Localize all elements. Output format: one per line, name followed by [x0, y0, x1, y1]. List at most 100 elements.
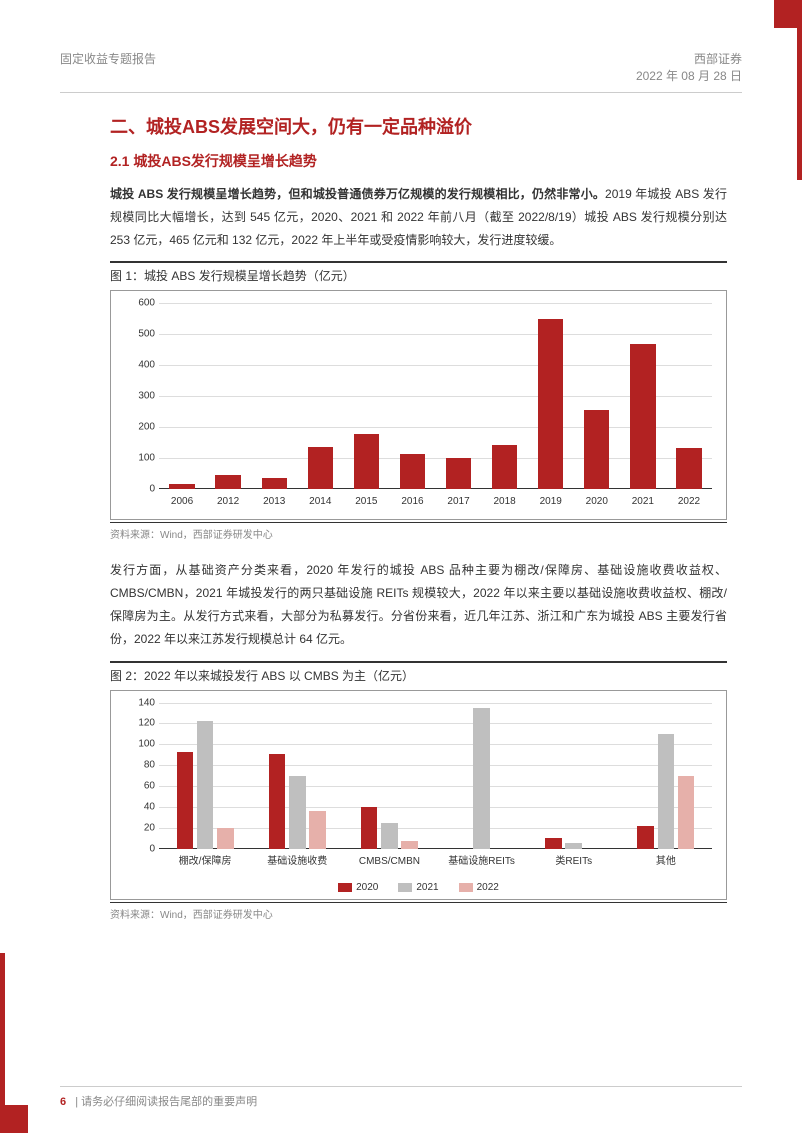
fig1-xtick: 2021	[632, 496, 654, 507]
fig1-ytick: 500	[125, 329, 155, 340]
fig1-bar	[169, 484, 194, 490]
fig2-bar	[401, 841, 418, 848]
fig2-plot: 020406080100120140棚改/保障房基础设施收费CMBS/CMBN基…	[159, 703, 712, 849]
fig2-xtick: 其他	[656, 852, 676, 867]
fig1-xtick: 2014	[309, 496, 331, 507]
fig2-bar	[361, 807, 378, 849]
fig1-plot: 0100200300400500600200620122013201420152…	[159, 303, 712, 489]
border-left	[0, 953, 5, 1133]
paragraph-1: 城投 ABS 发行规模呈增长趋势，但和城投普通债券万亿规模的发行规模相比，仍然非…	[110, 183, 727, 251]
fig1-gridline	[159, 458, 712, 459]
fig1-source: 资料来源：Wind，西部证券研发中心	[110, 522, 727, 541]
legend-label: 2020	[356, 882, 378, 893]
legend-swatch	[398, 883, 412, 892]
fig2-ytick: 80	[125, 760, 155, 771]
border-right	[797, 0, 802, 180]
fig1-bar	[630, 344, 655, 490]
fig1-xtick: 2018	[494, 496, 516, 507]
fig1-xtick: 2016	[401, 496, 423, 507]
fig1-bar	[676, 448, 701, 490]
fig1-gridline	[159, 365, 712, 366]
fig2-ytick: 20	[125, 822, 155, 833]
fig1-ytick: 0	[125, 484, 155, 495]
fig2-bar	[565, 843, 582, 848]
fig2-gridline	[159, 703, 712, 704]
fig2-gridline	[159, 744, 712, 745]
heading-3: 2.1 城投ABS发行规模呈增长趋势	[110, 151, 727, 171]
legend-swatch	[338, 883, 352, 892]
fig2-bar	[177, 752, 194, 849]
fig1-title: 图 1：城投 ABS 发行规模呈增长趋势（亿元）	[110, 261, 727, 284]
fig1-xtick: 2015	[355, 496, 377, 507]
fig2-xtick: 类REITs	[555, 852, 592, 867]
header-date: 2022 年 08 月 28 日	[636, 67, 742, 84]
legend-label: 2021	[416, 882, 438, 893]
fig1-chart: 0 100 200 300 400 500 600 2006 2012 2013 2014 2015 2…	[110, 290, 727, 520]
fig2-gridline	[159, 828, 712, 829]
fig2-legend: 2020 2021 2022	[111, 882, 726, 893]
fig1-xtick: 2017	[447, 496, 469, 507]
fig1-bar	[308, 447, 333, 490]
fig2-baseline	[159, 848, 712, 849]
fig1-ytick: 600	[125, 298, 155, 309]
legend-label: 2022	[477, 882, 499, 893]
fig2-xtick: 基础设施REITs	[448, 852, 515, 867]
fig2-ytick: 120	[125, 718, 155, 729]
page-number: 6	[60, 1096, 66, 1108]
fig1-xtick: 2020	[586, 496, 608, 507]
fig2-bar	[678, 776, 695, 849]
fig1-bar	[538, 319, 563, 490]
fig1-ytick: 300	[125, 391, 155, 402]
fig1-ytick: 200	[125, 422, 155, 433]
fig2-bar	[473, 708, 490, 849]
fig2-bar	[545, 838, 562, 848]
fig2-bar	[289, 776, 306, 849]
fig2-title: 图 2：2022 年以来城投发行 ABS 以 CMBS 为主（亿元）	[110, 661, 727, 684]
p1-bold: 城投 ABS 发行规模呈增长趋势，但和城投普通债券万亿规模的发行规模相比，仍然非…	[110, 187, 605, 201]
fig1-bar	[400, 454, 425, 490]
fig2-bar	[381, 823, 398, 849]
legend-swatch	[459, 883, 473, 892]
fig2-bar	[197, 721, 214, 848]
fig2-legend-item: 2021	[398, 882, 438, 893]
fig1-bar	[446, 458, 471, 490]
fig1-xtick: 2022	[678, 496, 700, 507]
fig1-gridline	[159, 396, 712, 397]
fig1-bar	[354, 434, 379, 489]
fig2-bar	[269, 754, 286, 849]
fig1-bar	[584, 410, 609, 489]
fig1-bar	[492, 445, 517, 489]
header-company: 西部证券	[636, 50, 742, 67]
fig1-bar	[262, 478, 287, 490]
fig1-xtick: 2019	[540, 496, 562, 507]
fig1-ytick: 100	[125, 453, 155, 464]
fig1-xtick: 2013	[263, 496, 285, 507]
fig2-bar	[217, 828, 234, 849]
fig2-ytick: 0	[125, 843, 155, 854]
fig1-bar	[215, 475, 240, 490]
fig2-ytick: 140	[125, 697, 155, 708]
header-left: 固定收益专题报告	[60, 50, 156, 67]
fig2-bar	[309, 811, 326, 849]
footer-sep: |	[75, 1096, 78, 1108]
fig2-bar	[637, 826, 654, 849]
fig2-source: 资料来源：Wind，西部证券研发中心	[110, 902, 727, 921]
paragraph-2: 发行方面，从基础资产分类来看，2020 年发行的城投 ABS 品种主要为棚改/保…	[110, 559, 727, 650]
fig2-legend-item: 2022	[459, 882, 499, 893]
fig2-gridline	[159, 723, 712, 724]
fig1-baseline	[159, 488, 712, 489]
fig2-xtick: 棚改/保障房	[179, 852, 232, 867]
footer-disclaimer: 请务必仔细阅读报告尾部的重要声明	[81, 1096, 257, 1108]
fig1-gridline	[159, 334, 712, 335]
fig1-xtick: 2006	[171, 496, 193, 507]
fig2-chart: 020406080100120140棚改/保障房基础设施收费CMBS/CMBN基…	[110, 690, 727, 900]
fig2-ytick: 40	[125, 801, 155, 812]
fig2-xtick: 基础设施收费	[267, 852, 327, 867]
fig1-ytick: 400	[125, 360, 155, 371]
fig1-gridline	[159, 303, 712, 304]
page-footer: 6 | 请务必仔细阅读报告尾部的重要声明	[60, 1086, 742, 1109]
page-header: 固定收益专题报告 西部证券 2022 年 08 月 28 日	[0, 0, 802, 92]
fig2-gridline	[159, 786, 712, 787]
fig1-xtick: 2012	[217, 496, 239, 507]
fig2-bar	[658, 734, 675, 849]
